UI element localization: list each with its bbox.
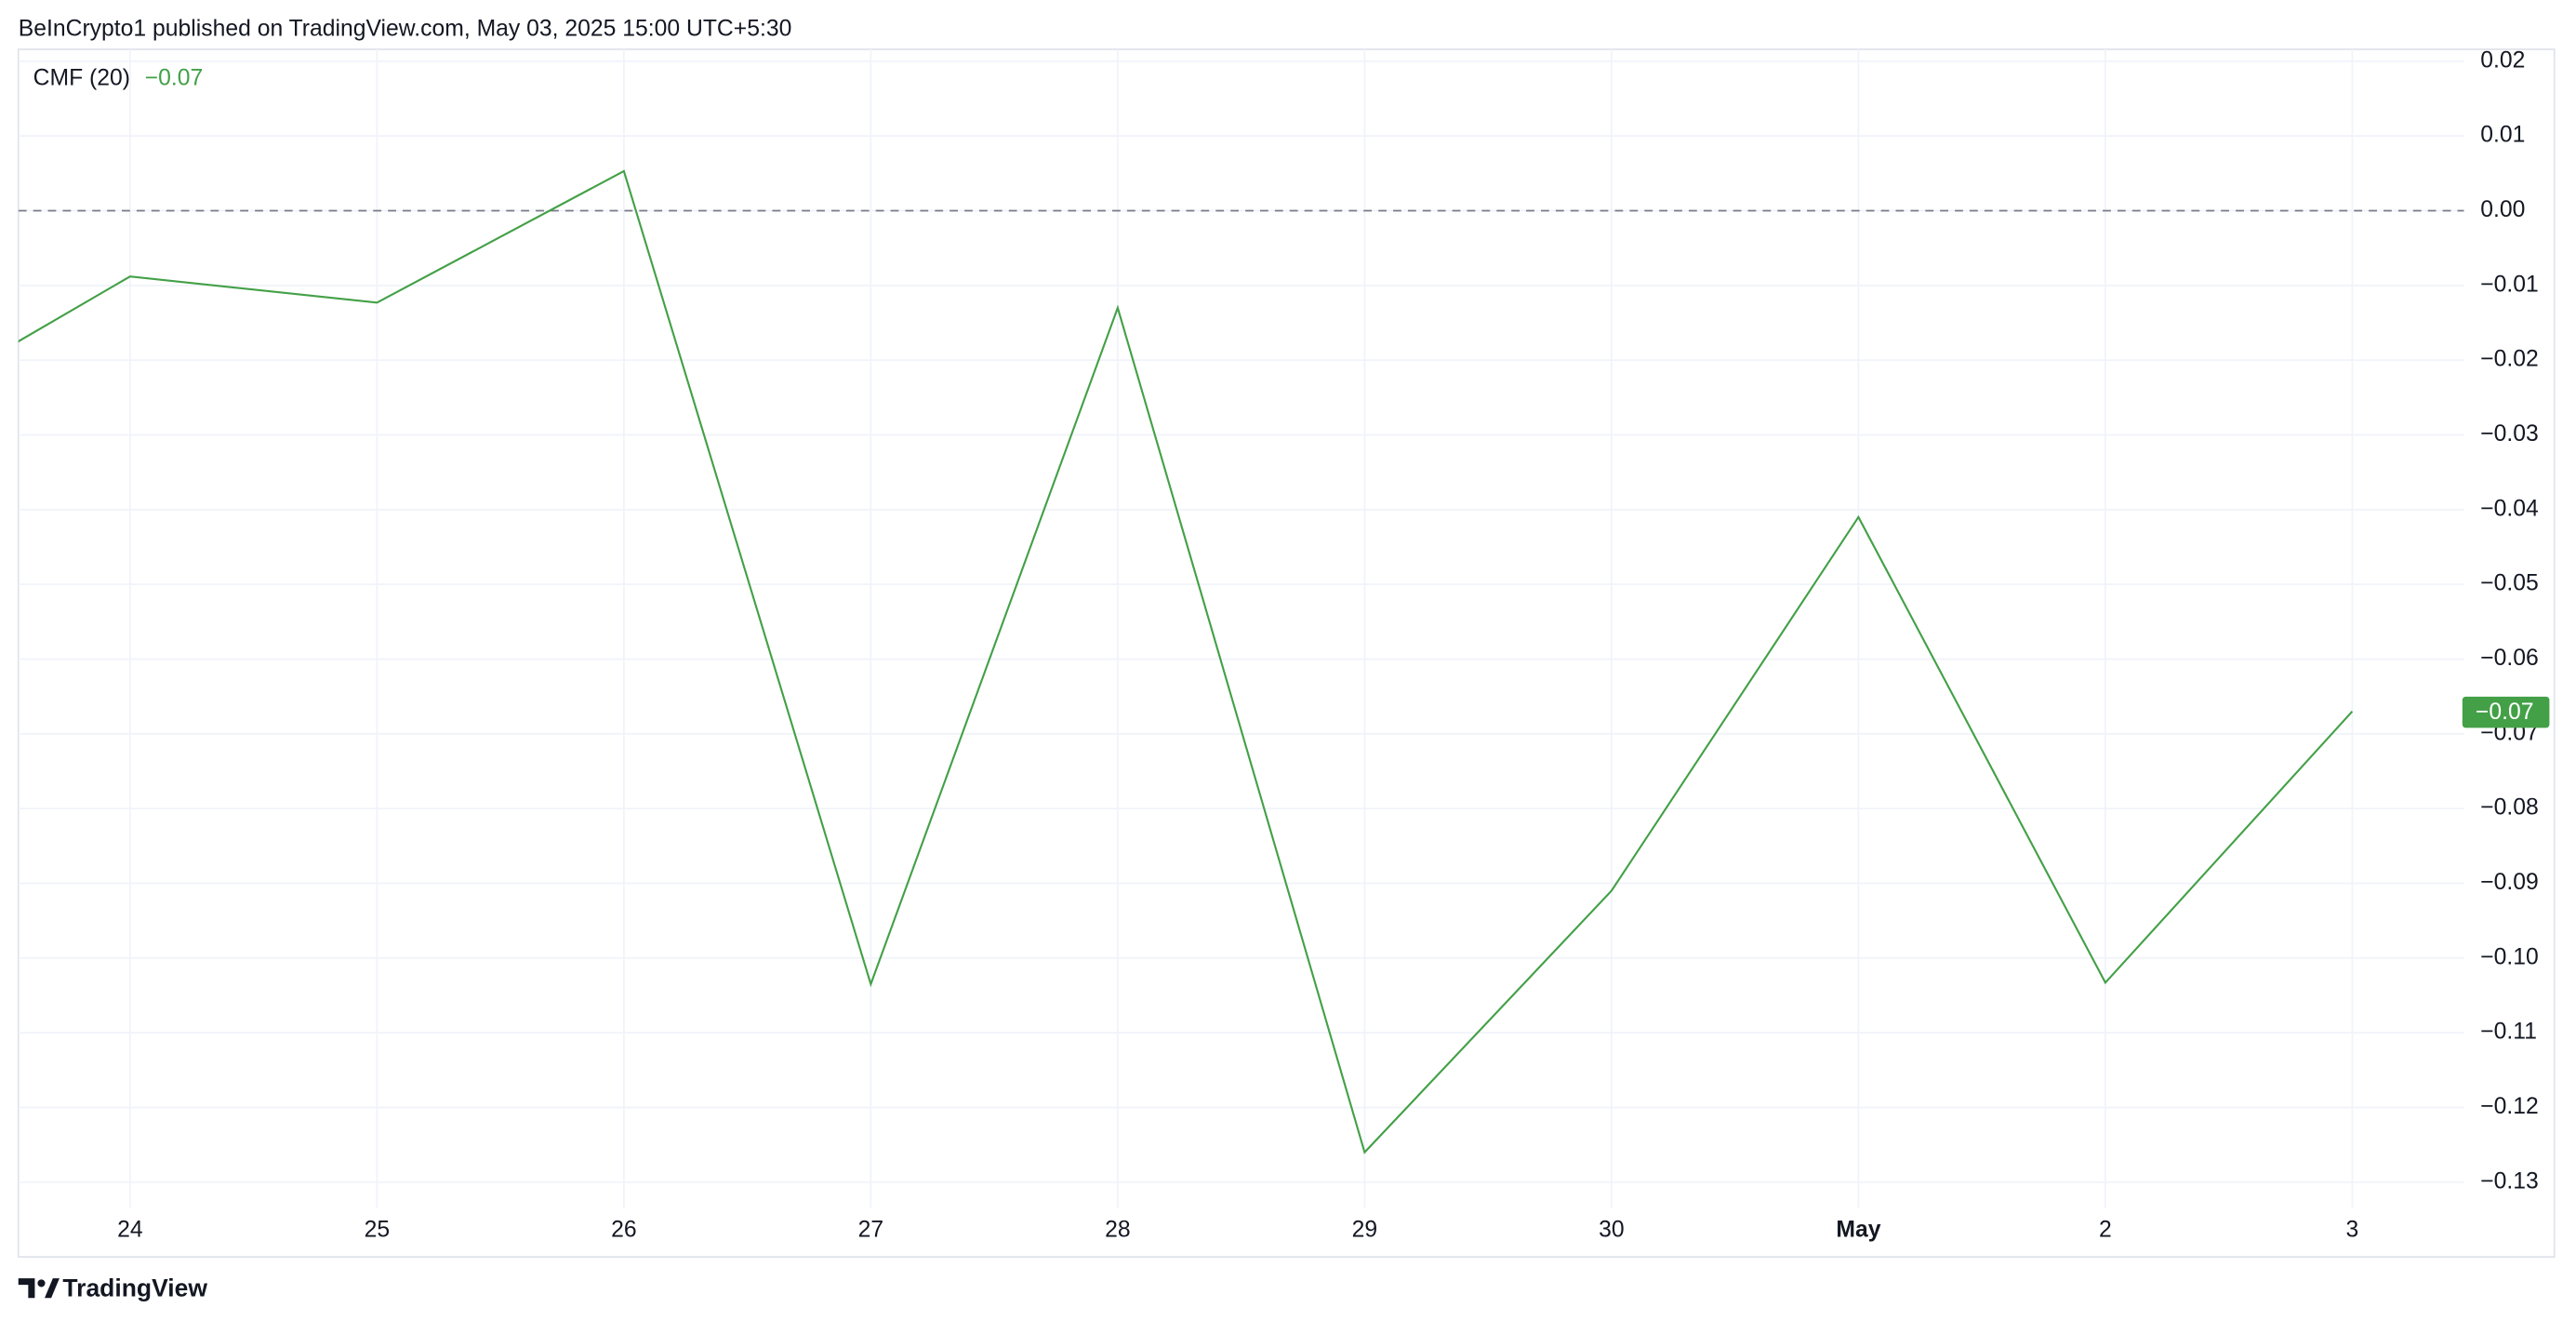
y-tick-label: 0.01 xyxy=(2480,123,2525,148)
x-tick-label: 30 xyxy=(1599,1217,1625,1242)
current-value-badge xyxy=(2462,696,2550,728)
y-tick-label: −0.04 xyxy=(2480,496,2539,521)
x-tick-label: 2 xyxy=(2099,1217,2112,1242)
y-tick-label: −0.08 xyxy=(2480,795,2539,821)
y-tick-label: −0.13 xyxy=(2480,1168,2539,1194)
x-tick-label: 28 xyxy=(1105,1217,1131,1242)
y-tick-label: −0.03 xyxy=(2480,421,2539,447)
y-tick-label: −0.02 xyxy=(2480,347,2539,372)
footer-brand: TradingView xyxy=(62,1274,207,1301)
x-tick-label: 26 xyxy=(611,1217,637,1242)
x-tick-label: 25 xyxy=(365,1217,391,1242)
logo xyxy=(18,1278,60,1299)
y-tick-label: 0.02 xyxy=(2480,47,2525,73)
y-tick-label: −0.09 xyxy=(2480,870,2539,895)
y-tick-label: −0.11 xyxy=(2480,1020,2537,1045)
y-tick-label: −0.05 xyxy=(2480,571,2539,596)
current-value-label: −0.07 xyxy=(2476,700,2534,725)
x-tick-label: 3 xyxy=(2346,1217,2359,1242)
x-tick-label: 27 xyxy=(858,1217,884,1242)
chart-frame xyxy=(17,48,2556,1259)
header: BeInCrypto1 published on TradingView.com… xyxy=(19,16,792,41)
indicator-value: −0.07 xyxy=(145,65,204,90)
x-tick-label: 24 xyxy=(117,1217,143,1242)
series-line xyxy=(18,169,2354,1154)
y-tick-label: −0.10 xyxy=(2480,944,2539,969)
y-tick-label: −0.06 xyxy=(2480,646,2539,671)
y-tick-label: −0.01 xyxy=(2480,272,2539,297)
y-tick-label: 0.00 xyxy=(2480,197,2525,222)
y-tick-label: −0.12 xyxy=(2480,1094,2539,1119)
x-tick-label: 29 xyxy=(1352,1217,1378,1242)
indicator-name: CMF (20) xyxy=(33,65,130,90)
x-tick-label: May xyxy=(1836,1217,1880,1242)
